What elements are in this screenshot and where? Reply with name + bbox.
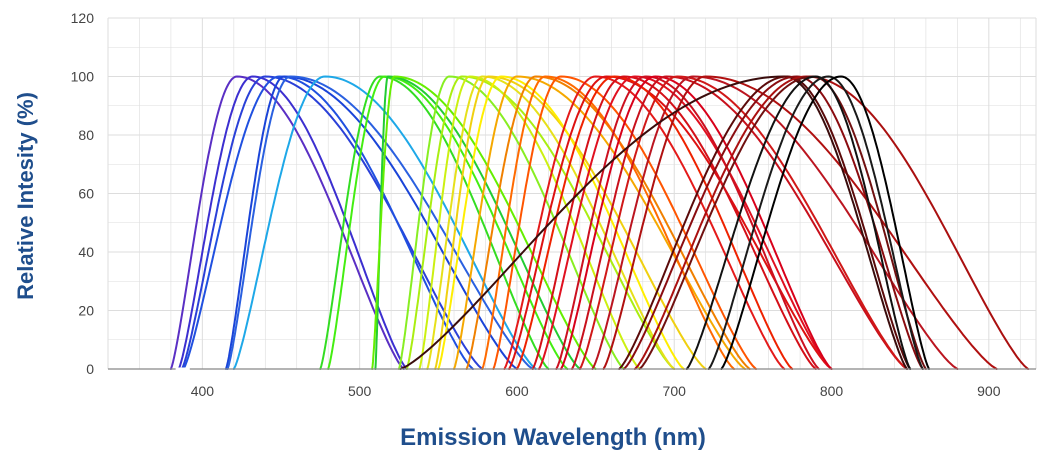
series-line-7 bbox=[232, 75, 537, 370]
y-axis-title: Relative Intesity (%) bbox=[13, 92, 38, 300]
series-line-20 bbox=[481, 75, 735, 370]
series-line-18 bbox=[453, 75, 746, 370]
grid bbox=[107, 17, 1037, 369]
series-line-3 bbox=[180, 75, 484, 370]
series-line-25 bbox=[531, 75, 817, 370]
series-line-12 bbox=[398, 75, 625, 370]
series-line-16 bbox=[434, 75, 707, 370]
x-tick-label: 400 bbox=[191, 383, 215, 399]
series-line-21 bbox=[492, 75, 757, 370]
series-line-24 bbox=[515, 75, 794, 370]
x-tick-label: 600 bbox=[505, 383, 529, 399]
x-tick-label: 800 bbox=[820, 383, 844, 399]
series-line-9 bbox=[327, 75, 569, 370]
series-line-22 bbox=[503, 75, 786, 370]
series-line-6 bbox=[226, 75, 534, 370]
series-line-39 bbox=[707, 75, 924, 370]
series-line-2 bbox=[177, 75, 408, 370]
series-line-15 bbox=[426, 75, 676, 370]
series-line-14 bbox=[418, 75, 641, 370]
y-tick-label: 0 bbox=[86, 361, 94, 377]
series-line-17 bbox=[437, 75, 685, 370]
series-line-40 bbox=[720, 75, 930, 370]
series-line-28 bbox=[560, 75, 833, 370]
series-line-5 bbox=[225, 75, 518, 370]
series-lines bbox=[169, 75, 1030, 370]
series-line-34 bbox=[618, 75, 912, 370]
y-tick-label: 20 bbox=[78, 303, 94, 319]
series-line-35 bbox=[622, 75, 924, 370]
series-line-30 bbox=[578, 75, 908, 370]
series-line-4 bbox=[182, 75, 474, 370]
y-tick-label: 100 bbox=[71, 69, 95, 85]
series-line-23 bbox=[508, 75, 833, 370]
y-tick-labels: 0 20 40 60 80 100 120 bbox=[71, 10, 95, 377]
series-line-26 bbox=[538, 75, 833, 370]
series-line-8 bbox=[319, 75, 550, 370]
x-tick-label: 900 bbox=[977, 383, 1001, 399]
x-tick-labels: 400 500 600 700 800 900 bbox=[191, 383, 1001, 399]
y-tick-label: 80 bbox=[78, 127, 94, 143]
y-tick-label: 120 bbox=[71, 10, 95, 26]
series-line-19 bbox=[465, 75, 751, 370]
x-tick-label: 500 bbox=[348, 383, 372, 399]
y-tick-label: 60 bbox=[78, 186, 94, 202]
series-line-29 bbox=[571, 75, 908, 370]
y-tick-label: 40 bbox=[78, 244, 94, 260]
x-axis-title: Emission Wavelength (nm) bbox=[400, 424, 706, 451]
series-line-38 bbox=[685, 75, 912, 370]
x-tick-label: 700 bbox=[663, 383, 687, 399]
